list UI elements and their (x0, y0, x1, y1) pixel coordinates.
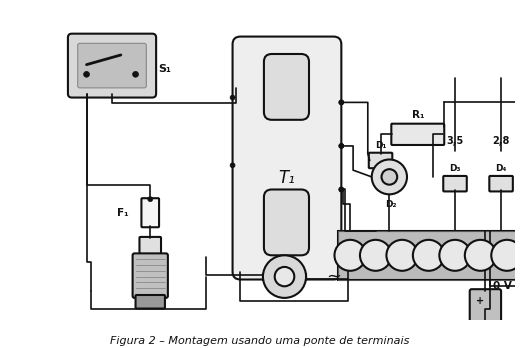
Bar (339, 231, 520, 279)
FancyBboxPatch shape (443, 176, 467, 191)
Circle shape (372, 159, 407, 194)
Circle shape (491, 240, 520, 271)
Text: +: + (476, 296, 485, 306)
FancyBboxPatch shape (470, 289, 501, 348)
Text: D₄: D₄ (496, 164, 507, 173)
Circle shape (382, 169, 397, 185)
Text: R₁: R₁ (411, 110, 424, 120)
Text: S₁: S₁ (158, 64, 171, 73)
FancyBboxPatch shape (264, 190, 309, 255)
Bar (263, 274, 273, 279)
Circle shape (339, 143, 344, 148)
Text: 2,8: 2,8 (492, 136, 510, 146)
Text: T₁: T₁ (278, 169, 295, 187)
FancyBboxPatch shape (139, 237, 161, 256)
Text: Figura 2 – Montagem usando uma ponte de terminais: Figura 2 – Montagem usando uma ponte de … (110, 337, 410, 347)
FancyBboxPatch shape (77, 44, 146, 88)
Circle shape (339, 100, 344, 105)
FancyBboxPatch shape (392, 124, 444, 145)
Text: D₂: D₂ (385, 199, 397, 208)
Circle shape (386, 240, 418, 271)
Bar (339, 231, 520, 279)
Circle shape (339, 187, 344, 192)
Circle shape (413, 240, 444, 271)
Circle shape (465, 240, 496, 271)
FancyBboxPatch shape (369, 153, 392, 168)
Circle shape (263, 255, 306, 298)
Circle shape (275, 267, 294, 286)
FancyBboxPatch shape (136, 295, 165, 309)
Circle shape (230, 163, 235, 168)
Circle shape (339, 100, 344, 105)
Circle shape (339, 143, 344, 148)
Circle shape (360, 240, 392, 271)
Circle shape (439, 240, 471, 271)
Circle shape (84, 71, 89, 77)
Bar (296, 274, 306, 279)
FancyBboxPatch shape (141, 198, 159, 227)
Circle shape (148, 197, 153, 201)
Circle shape (334, 240, 366, 271)
FancyBboxPatch shape (489, 176, 513, 191)
Circle shape (339, 187, 344, 192)
FancyBboxPatch shape (133, 253, 168, 298)
FancyBboxPatch shape (264, 54, 309, 120)
Text: F₁: F₁ (117, 208, 128, 218)
Circle shape (518, 240, 520, 271)
FancyBboxPatch shape (232, 37, 341, 279)
FancyBboxPatch shape (68, 34, 156, 97)
Text: ~: ~ (326, 268, 341, 286)
Circle shape (133, 71, 138, 77)
Text: D₁: D₁ (375, 141, 386, 150)
Text: D₃: D₃ (449, 164, 461, 173)
Circle shape (230, 95, 235, 100)
Text: 0 V: 0 V (493, 281, 512, 291)
Text: 3,5: 3,5 (446, 136, 464, 146)
